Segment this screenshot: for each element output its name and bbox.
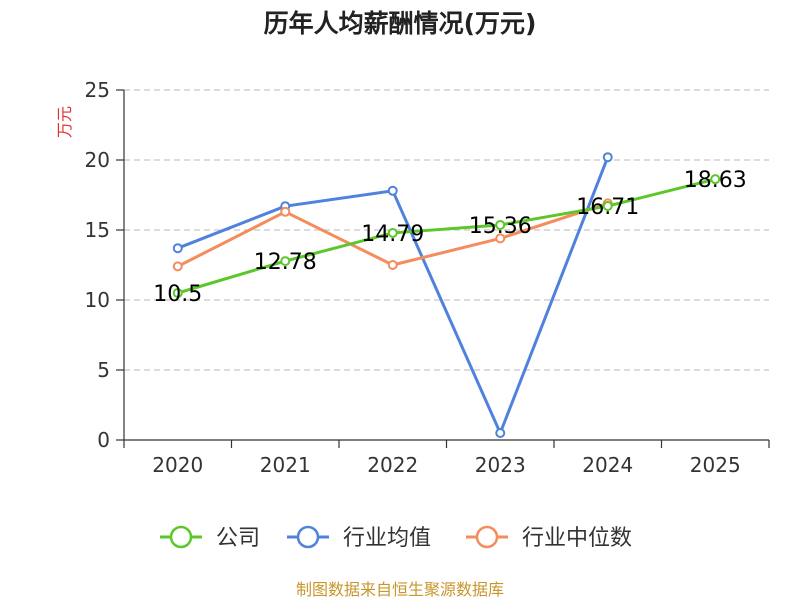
legend-label[interactable]: 行业中位数 [522,526,632,551]
series-point-1[interactable] [602,152,613,163]
x-tick-label: 2025 [690,453,741,477]
x-tick-label: 2021 [260,453,311,477]
series-line-1 [177,156,610,435]
y-axis-label: 万元 [55,106,74,138]
data-label: 12.78 [254,250,317,275]
data-label: 18.63 [684,168,747,193]
x-tick-label: 2022 [367,453,418,477]
series-point-1[interactable] [172,243,183,254]
series-point-0[interactable] [710,174,721,185]
data-label: 15.36 [469,214,532,239]
series-line-0 [177,177,716,295]
y-tick-label: 0 [97,428,110,452]
data-label: 10.5 [153,282,202,307]
x-tick-label: 2023 [475,453,526,477]
source-note: 制图数据来自恒生聚源数据库 [296,580,504,599]
y-tick-label: 5 [97,358,110,382]
series-group [172,152,721,438]
series-point-2[interactable] [172,261,183,272]
data-label: 14.79 [361,222,424,247]
series-point-0[interactable] [602,201,613,212]
y-tick-label: 15 [85,218,110,242]
series-point-1[interactable] [387,185,398,196]
data-labels: 10.5 12.78 14.79 15.36 16.71 18.63 [153,168,746,307]
series-point-2[interactable] [280,206,291,217]
legend-label[interactable]: 行业均值 [343,526,431,551]
y-tick-label: 20 [85,148,110,172]
series-point-0[interactable] [280,256,291,267]
series-point-0[interactable] [172,288,183,298]
chart-title: 历年人均薪酬情况(万元) [264,9,537,38]
series-point-2[interactable] [495,233,506,244]
legend-label[interactable]: 公司 [216,526,260,551]
series-point-2[interactable] [387,260,398,270]
legend-marker[interactable] [475,525,499,549]
series-point-0[interactable] [495,219,506,230]
data-label: 16.71 [576,195,639,220]
series-point-0[interactable] [387,227,398,238]
y-tick-label: 25 [85,78,110,102]
legend-marker[interactable] [296,525,320,549]
x-tick-label: 2020 [152,453,203,477]
legend-marker[interactable] [169,525,193,549]
series-point-1[interactable] [495,428,506,438]
x-tick-label: 2024 [582,453,633,477]
legend[interactable]: 公司 行业均值 行业中位数 [160,525,632,551]
y-tick-label: 10 [85,288,110,312]
